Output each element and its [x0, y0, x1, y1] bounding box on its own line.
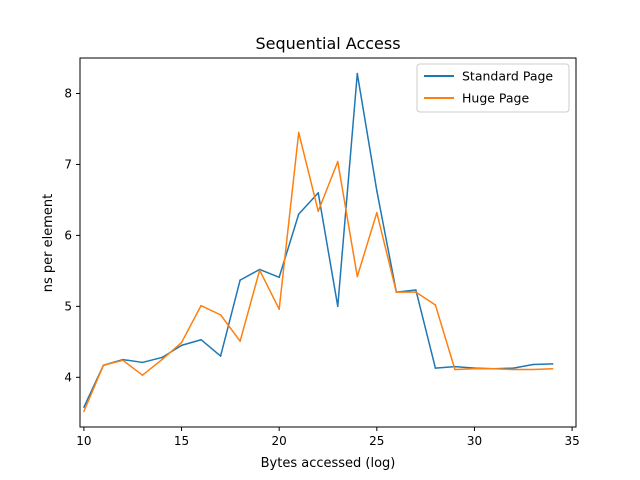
- data-point-standard-page: [141, 361, 144, 364]
- data-point-standard-page: [551, 363, 554, 365]
- data-point-standard-page: [376, 189, 378, 192]
- y-axis-label: ns per element: [41, 194, 56, 292]
- data-point-huge-page: [83, 410, 85, 413]
- data-point-huge-page: [454, 368, 456, 371]
- legend: Standard Page Huge Page: [416, 63, 570, 113]
- x-tick-label: 35: [564, 434, 579, 448]
- data-point-standard-page: [336, 305, 339, 308]
- data-point-standard-page: [219, 355, 222, 357]
- x-tick-label: 10: [76, 434, 91, 448]
- x-axis: 10 15 20 25 30 35: [76, 427, 580, 448]
- data-point-huge-page: [415, 291, 417, 293]
- data-point-huge-page: [493, 368, 495, 370]
- data-point-huge-page: [219, 314, 222, 316]
- data-point-huge-page: [336, 160, 339, 163]
- data-point-standard-page: [317, 192, 320, 194]
- y-tick-label: 8: [64, 86, 72, 100]
- x-axis-label: Bytes accessed (log): [261, 456, 396, 471]
- data-point-huge-page: [141, 374, 144, 377]
- x-tick-label: 25: [369, 434, 384, 448]
- data-point-standard-page: [239, 279, 241, 281]
- data-point-huge-page: [122, 359, 124, 362]
- data-point-huge-page: [356, 275, 359, 278]
- data-point-standard-page: [512, 367, 515, 369]
- data-point-standard-page: [161, 356, 163, 359]
- data-point-huge-page: [200, 304, 202, 307]
- x-tick-label: 15: [174, 434, 189, 448]
- data-point-standard-page: [297, 213, 300, 215]
- data-point-huge-page: [473, 368, 476, 370]
- series-line-standard-page: [83, 72, 553, 408]
- x-tick-label: 20: [272, 434, 287, 448]
- data-point-huge-page: [102, 364, 105, 367]
- data-point-huge-page: [180, 341, 183, 344]
- data-point-standard-page: [83, 406, 85, 408]
- legend-box: [416, 63, 570, 113]
- data-point-huge-page: [532, 368, 534, 371]
- series-line-huge-page: [83, 131, 553, 412]
- data-point-standard-page: [180, 344, 183, 347]
- x-tick-label: 30: [467, 434, 482, 448]
- y-axis: 4 5 6 7 8: [64, 86, 80, 384]
- data-point-huge-page: [376, 211, 378, 214]
- data-point-standard-page: [434, 367, 437, 369]
- series-layer: [83, 72, 554, 413]
- plot-frame: [79, 57, 577, 428]
- data-point-standard-page: [356, 72, 359, 75]
- data-point-huge-page: [278, 308, 280, 311]
- data-point-huge-page: [258, 269, 261, 271]
- y-tick-label: 6: [64, 228, 72, 242]
- chart-title: Sequential Access: [255, 34, 400, 53]
- data-point-huge-page: [395, 291, 398, 293]
- data-point-standard-page: [532, 363, 534, 366]
- data-point-huge-page: [434, 304, 437, 306]
- y-tick-label: 7: [64, 157, 72, 171]
- data-point-huge-page: [161, 358, 163, 361]
- data-point-standard-page: [200, 338, 202, 341]
- y-tick-label: 5: [64, 299, 72, 313]
- data-point-huge-page: [239, 340, 241, 342]
- data-point-huge-page: [317, 210, 320, 213]
- legend-label-huge-page: Huge Page: [462, 91, 529, 106]
- data-point-huge-page: [551, 368, 554, 370]
- data-point-standard-page: [415, 289, 417, 291]
- data-point-huge-page: [512, 368, 515, 371]
- data-point-huge-page: [297, 131, 300, 134]
- y-tick-label: 4: [64, 370, 72, 384]
- data-point-standard-page: [278, 276, 280, 279]
- legend-label-standard-page: Standard Page: [462, 69, 553, 84]
